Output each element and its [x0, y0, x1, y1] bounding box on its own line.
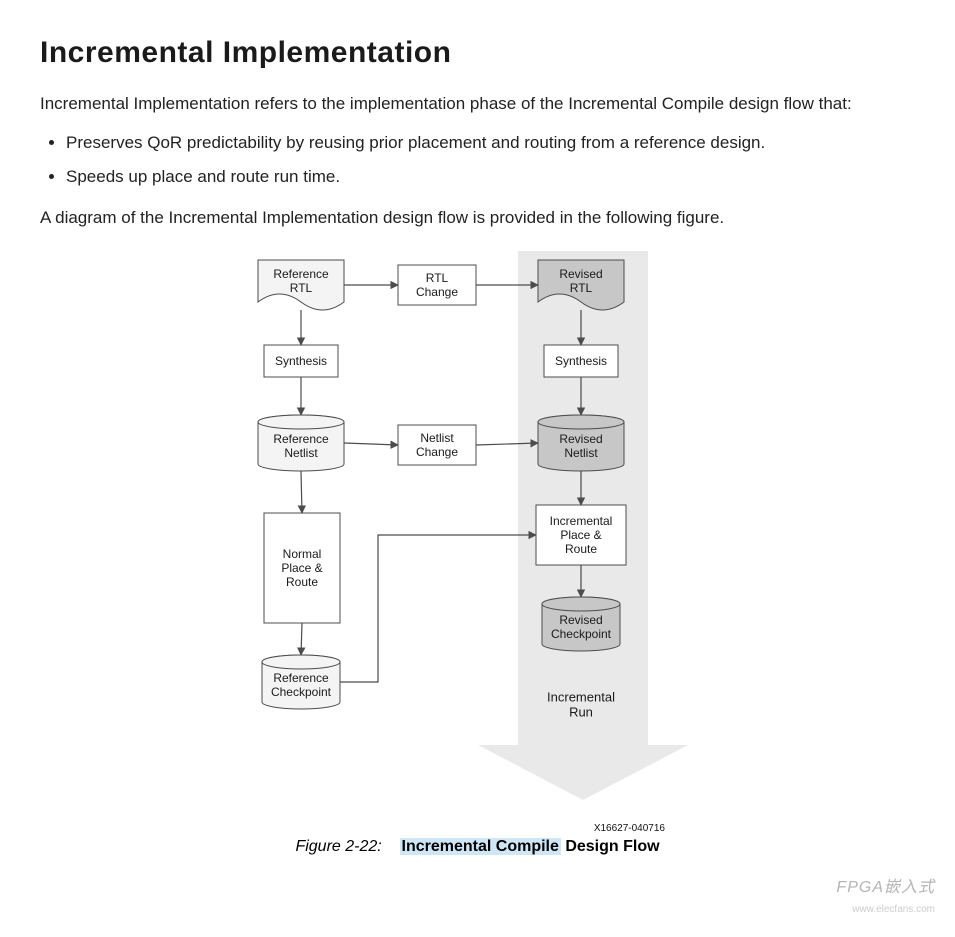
- bullet-item: Speeds up place and route run time.: [66, 165, 915, 190]
- bullet-item: Preserves QoR predictability by reusing …: [66, 131, 915, 156]
- diagram-container: ReferenceRTLRTLChangeRevisedRTLSynthesis…: [40, 245, 915, 825]
- caption-highlight: Incremental Compile: [400, 838, 561, 855]
- caption-rest: Design Flow: [561, 838, 660, 855]
- bullet-list: Preserves QoR predictability by reusing …: [66, 131, 915, 190]
- svg-text:NormalPlace &Route: NormalPlace &Route: [281, 547, 322, 589]
- figure-caption: Figure 2-22: Incremental Compile Design …: [40, 838, 915, 856]
- caption-label: Figure 2-22:: [295, 838, 381, 855]
- watermark-url: www.elecfans.com: [852, 904, 935, 915]
- svg-text:Synthesis: Synthesis: [274, 354, 326, 368]
- intro-paragraph: Incremental Implementation refers to the…: [40, 92, 915, 117]
- watermark: FPGA嵌入式: [836, 873, 935, 897]
- svg-text:Synthesis: Synthesis: [554, 354, 606, 368]
- svg-text:ReferenceCheckpoint: ReferenceCheckpoint: [270, 671, 331, 699]
- svg-text:RevisedNetlist: RevisedNetlist: [559, 432, 602, 460]
- svg-text:RevisedCheckpoint: RevisedCheckpoint: [550, 613, 611, 641]
- leadout-paragraph: A diagram of the Incremental Implementat…: [40, 206, 915, 231]
- page-title: Incremental Implementation: [40, 36, 915, 70]
- svg-text:NetlistChange: NetlistChange: [415, 431, 457, 459]
- flowchart-diagram: ReferenceRTLRTLChangeRevisedRTLSynthesis…: [218, 245, 738, 825]
